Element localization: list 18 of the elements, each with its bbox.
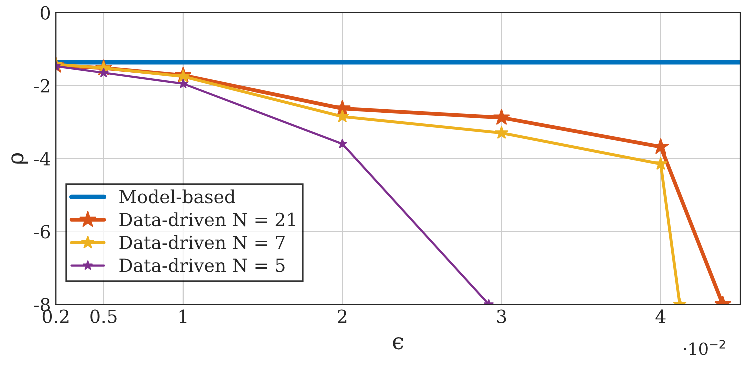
x-axis-title: ϵ [393, 338, 404, 350]
x-tick-label: 0.2 [42, 310, 69, 324]
x-tick-label: 3 [497, 310, 506, 324]
legend-label: Data-driven N = 7 [120, 235, 285, 250]
y-tick-label: 0 [40, 6, 50, 20]
x-tick-label: 4 [656, 310, 666, 324]
x-tick-label: 1 [180, 310, 187, 324]
text: ·10$^{−2}$ [684, 340, 726, 356]
legend-label: Model-based [120, 190, 236, 204]
y-tick-label: -4 [34, 152, 50, 166]
x-tick-label: 0.5 [90, 310, 117, 324]
y-tick-label: -6 [34, 225, 50, 239]
y-axis-title: ρ [12, 153, 28, 164]
y-tick-label: -8 [34, 298, 50, 312]
y-tick-label: -2 [34, 79, 50, 93]
legend-label: Data-driven N = 5 [120, 258, 285, 272]
x-tick-label: 2 [338, 310, 347, 324]
legend-label: Data-driven N = 21 [120, 212, 296, 227]
